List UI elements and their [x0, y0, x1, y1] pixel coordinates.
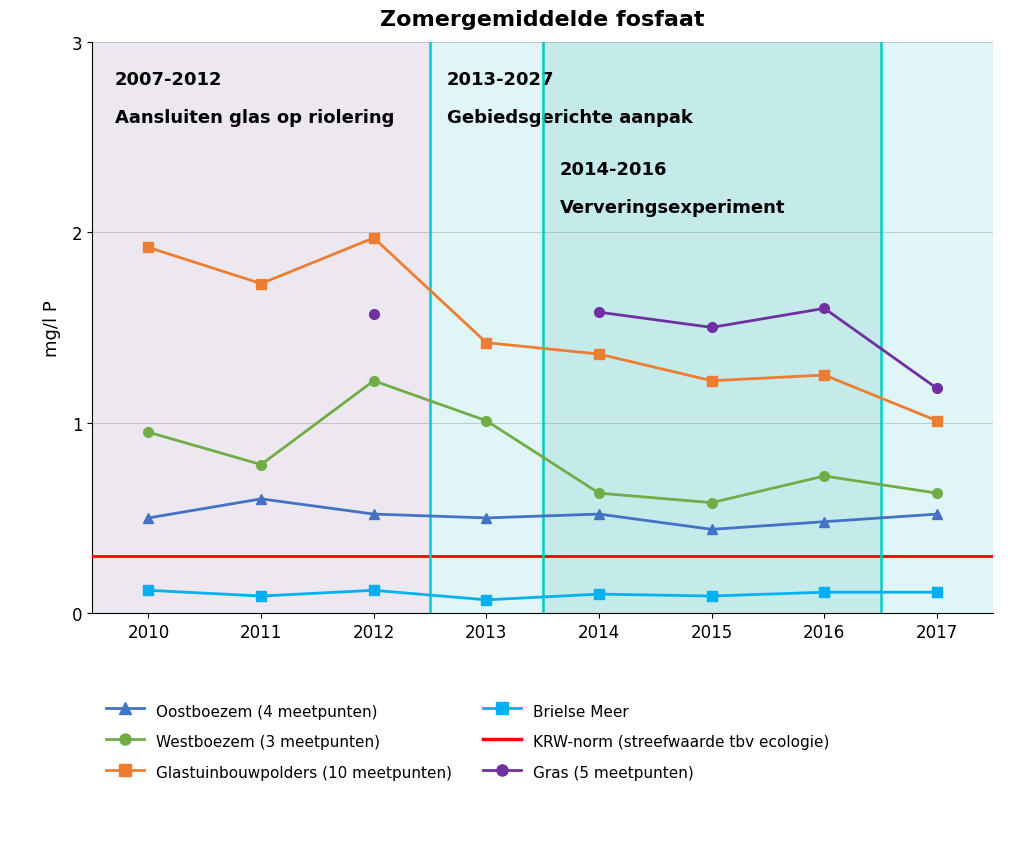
Legend: Oostboezem (4 meetpunten), Westboezem (3 meetpunten), Glastuinbouwpolders (10 me: Oostboezem (4 meetpunten), Westboezem (3… — [99, 695, 836, 788]
Text: Ververingsexperiment: Ververingsexperiment — [560, 199, 785, 216]
Bar — [92, 43, 430, 613]
Text: 2014-2016: 2014-2016 — [560, 160, 667, 179]
Bar — [430, 43, 993, 613]
Text: 2007-2012: 2007-2012 — [115, 72, 222, 89]
Title: Zomergemiddelde fosfaat: Zomergemiddelde fosfaat — [381, 10, 705, 30]
Text: 2013-2027: 2013-2027 — [447, 72, 554, 89]
Y-axis label: mg/l P: mg/l P — [43, 300, 60, 356]
Bar — [543, 43, 881, 613]
Text: Gebiedsgerichte aanpak: Gebiedsgerichte aanpak — [447, 109, 693, 127]
Text: Aansluiten glas op riolering: Aansluiten glas op riolering — [115, 109, 394, 127]
